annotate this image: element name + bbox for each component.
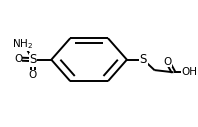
Text: NH$_2$: NH$_2$ <box>12 38 33 51</box>
Text: OH: OH <box>181 67 197 77</box>
Text: O: O <box>29 70 37 80</box>
Text: S: S <box>140 53 147 66</box>
Text: S: S <box>29 53 37 66</box>
Text: O: O <box>14 54 22 64</box>
Text: O: O <box>164 57 172 67</box>
